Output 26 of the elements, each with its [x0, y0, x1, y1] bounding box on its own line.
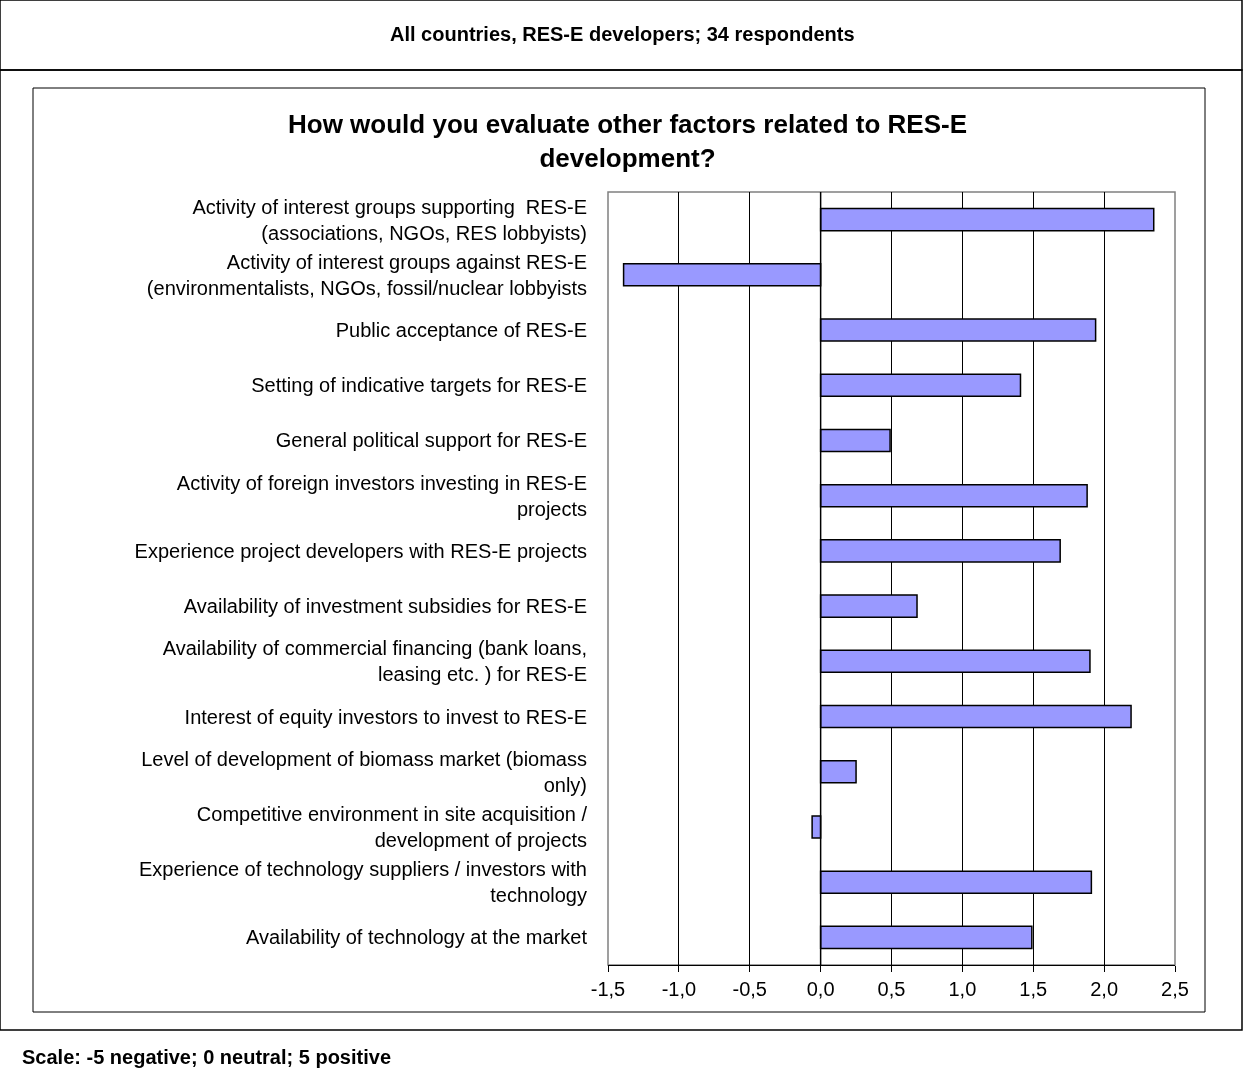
y-tick-label: Activity of interest groups supporting RES-E (associations, NGOs, RES lobbyists): [192, 195, 587, 244]
chart-title: All countries, RES-E developers; 34 respondents: [390, 23, 855, 45]
y-tick-label: Availability of investment subsidies for RES-E: [183, 595, 587, 618]
x-tick-label: -1,5: [590, 978, 626, 1000]
y-tick-label: Availability of commercial financing (bank loans, leasing etc. ) for RES-E: [162, 637, 587, 686]
x-tick-label: 1,0: [948, 978, 977, 1000]
y-tick-label: Setting of indicative targets for RES-E: [251, 374, 587, 397]
y-tick-label: Availability of technology at the market: [246, 926, 588, 949]
x-tick-label: 0,5: [877, 978, 906, 1000]
text: Scale: -5 negative; 0 neutral; 5 positive: [22, 1046, 392, 1068]
y-tick-label: Level of development of biomass market (biomass only): [141, 747, 587, 796]
y-tick-label: General political support for RES-E: [275, 429, 587, 452]
y-tick-label: Activity of interest groups against RES-E (environmentalists, NGOs, fossil/nuclear lobbyists: [146, 250, 587, 299]
y-tick-label: Activity of foreign investors investing in RES-E projects: [176, 471, 587, 520]
y-tick-label: Experience project developers with RES-E projects: [134, 539, 587, 562]
x-tick-label: -1,0: [661, 978, 697, 1000]
y-tick-label: Experience of technology suppliers / investors with technology: [138, 858, 587, 907]
x-tick-label: 0,0: [806, 978, 835, 1000]
x-tick-label: 2,0: [1090, 978, 1119, 1000]
x-tick-label: 1,5: [1019, 978, 1048, 1000]
x-tick-label: -0,5: [732, 978, 767, 1000]
y-tick-label: Public acceptance of RES-E: [335, 319, 587, 342]
y-tick-label: Interest of equity investors to invest to RES-E: [184, 705, 587, 728]
x-tick-label: 2,5: [1161, 978, 1189, 1000]
y-tick-label: Competitive environment in site acquisition / development of projects: [196, 802, 588, 851]
chart-subtitle: How would you evaluate other factors related to RES-E development?: [288, 109, 968, 173]
